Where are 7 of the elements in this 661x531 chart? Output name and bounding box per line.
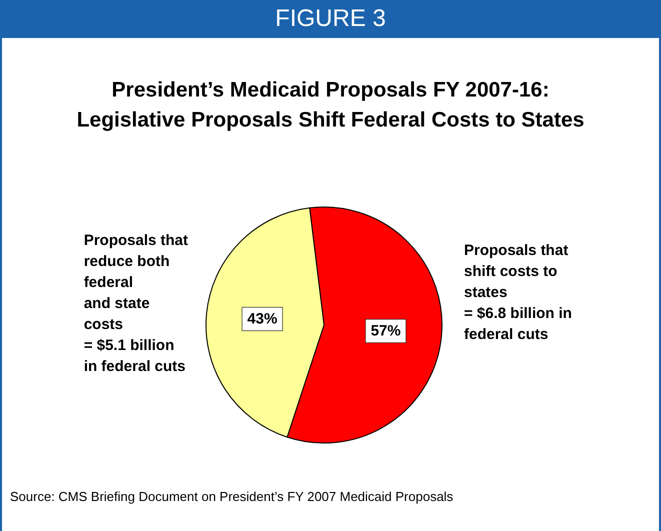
source-note: Source: CMS Briefing Document on President’s FY 2007 Medicaid Proposals (10, 489, 454, 504)
data-label: 43% (247, 310, 278, 328)
slice-label: Proposals that shift costs to states = $6.8 billion in federal cuts (464, 242, 572, 343)
slice-label: Proposals that reduce both federal and state costs = $5.1 billion in federal cuts (84, 232, 188, 375)
data-label: 57% (370, 322, 401, 340)
chart-title: President’s Medicaid Proposals FY 2007-16: Legislative Proposals Shift Federal Costs to States (76, 78, 584, 132)
caption: FIGURE 3 (2, 0, 659, 38)
